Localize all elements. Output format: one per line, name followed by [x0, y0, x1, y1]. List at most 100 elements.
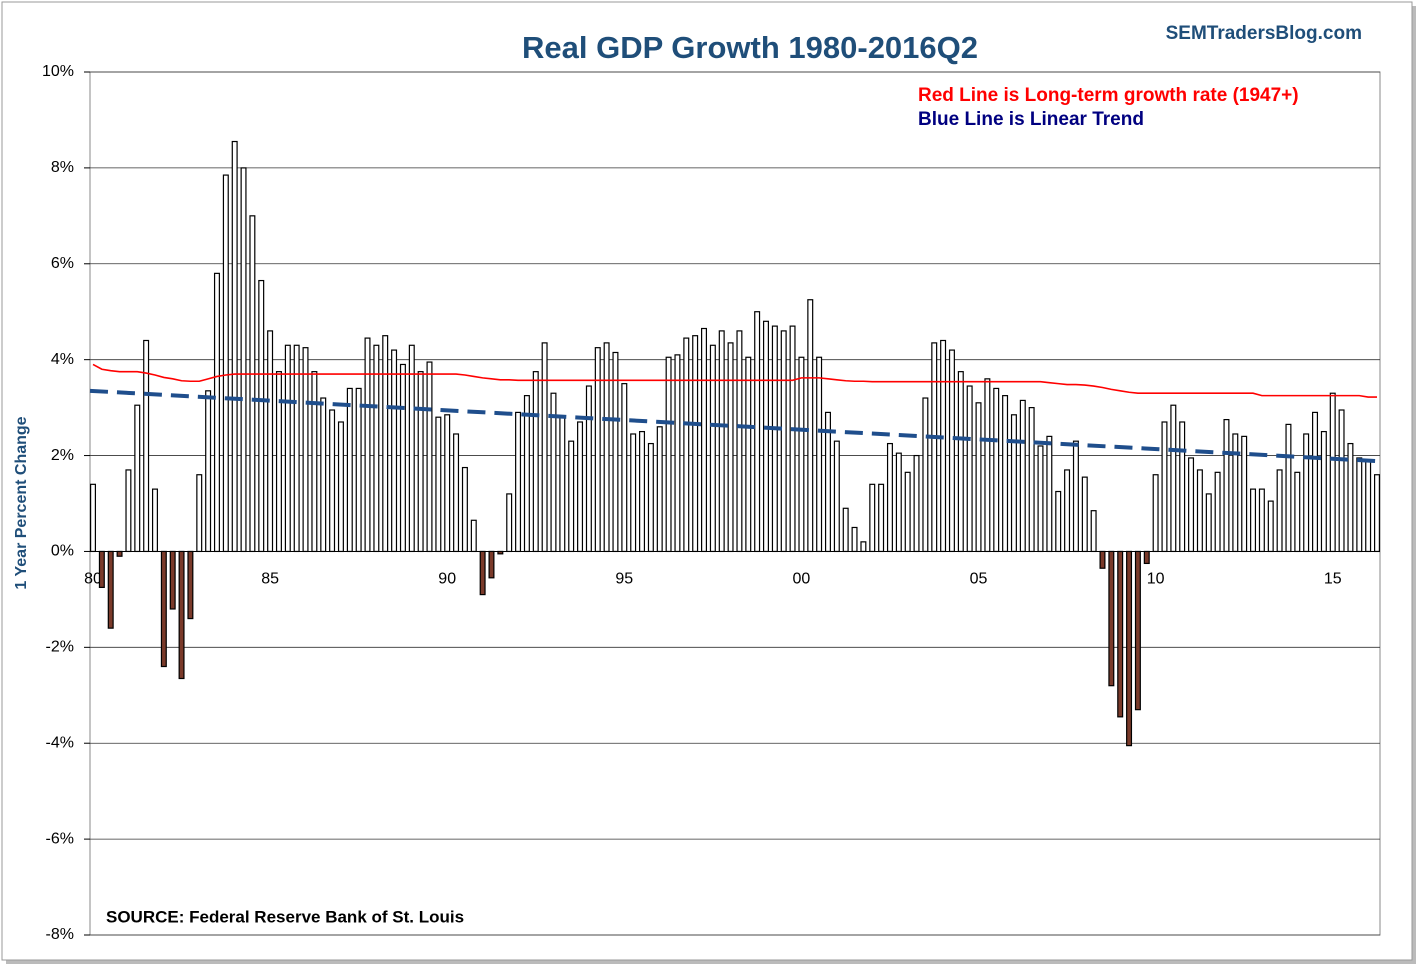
bar [98, 550, 105, 589]
bar [1126, 550, 1133, 747]
x-tick-label: 10 [1147, 571, 1165, 588]
bar [878, 483, 885, 553]
bar [1090, 510, 1097, 553]
bar [240, 167, 247, 553]
x-tick-label: 95 [615, 571, 633, 588]
bar [1108, 550, 1115, 687]
bar [1019, 399, 1026, 553]
bar [674, 354, 681, 553]
bar [329, 409, 336, 553]
bar [594, 347, 601, 553]
x-tick-label: 15 [1324, 571, 1342, 588]
bar [258, 279, 265, 553]
bar [231, 140, 238, 553]
bar [346, 387, 353, 553]
bar [1064, 469, 1071, 553]
bar [515, 411, 522, 553]
bar [1072, 440, 1079, 553]
x-tick-label: 85 [261, 571, 279, 588]
bar [621, 383, 628, 553]
bar [1152, 474, 1159, 553]
bar [249, 215, 256, 553]
bar [993, 387, 1000, 553]
bar [479, 550, 486, 596]
bar [692, 335, 699, 553]
bar [603, 342, 610, 553]
bar [178, 550, 185, 680]
bar [639, 430, 646, 553]
bar [506, 493, 513, 553]
bar [1143, 550, 1150, 565]
x-tick-label: 00 [793, 571, 811, 588]
bar [895, 452, 902, 553]
x-tick-label: 80 [84, 571, 102, 588]
bar [1329, 392, 1336, 553]
bar [373, 344, 380, 553]
bar [302, 347, 309, 553]
brand: SEMTradersBlog.com [1166, 23, 1362, 44]
bar [125, 469, 132, 553]
bar [1037, 445, 1044, 553]
y-tick-label: 10% [42, 63, 74, 80]
bar [948, 349, 955, 553]
bar [453, 433, 460, 553]
y-tick-label: 6% [51, 255, 74, 272]
bar [957, 371, 964, 553]
bar [337, 421, 344, 553]
bar [1205, 493, 1212, 553]
bar [1241, 435, 1248, 553]
bar [940, 339, 947, 553]
bar [435, 416, 442, 553]
bar [718, 330, 725, 553]
bar [1267, 500, 1274, 553]
long-term-line [92, 363, 1377, 398]
bar [647, 442, 654, 553]
bar [736, 330, 743, 553]
bar [1188, 457, 1195, 553]
bar [860, 541, 867, 553]
bar [532, 371, 539, 553]
y-tick-label: -2% [46, 639, 74, 656]
y-tick-label: 8% [51, 159, 74, 176]
bar [107, 550, 114, 629]
x-tick-label: 90 [438, 571, 456, 588]
bar [1196, 469, 1203, 553]
bar [824, 411, 831, 553]
y-tick-label: -4% [46, 734, 74, 751]
bar [559, 416, 566, 553]
bar [683, 337, 690, 553]
bar [1320, 430, 1327, 553]
bar [187, 550, 194, 620]
bar [1170, 404, 1177, 553]
bar [1347, 442, 1354, 553]
bar [275, 371, 282, 553]
bar [1055, 490, 1062, 553]
bar [1294, 471, 1301, 553]
bar [284, 344, 291, 553]
y-tick-label: -8% [46, 926, 74, 943]
bar [267, 330, 274, 553]
bar [771, 325, 778, 553]
bar [984, 378, 991, 553]
bar [762, 320, 769, 553]
bar [656, 426, 663, 553]
bar [1099, 550, 1106, 569]
bar [444, 414, 451, 553]
source-note: SOURCE: Federal Reserve Bank of St. Loui… [106, 907, 464, 926]
bar [869, 483, 876, 553]
bar [1276, 469, 1283, 553]
bar [833, 440, 840, 553]
bar [408, 344, 415, 553]
bar [382, 335, 389, 553]
bar [1258, 488, 1265, 553]
bar [727, 342, 734, 553]
bar [904, 471, 911, 553]
bar [922, 397, 929, 553]
bar [364, 337, 371, 553]
bar [541, 342, 548, 553]
bar [1081, 476, 1088, 553]
bar [311, 371, 318, 553]
bar [134, 404, 141, 553]
bar [89, 483, 96, 553]
bar [151, 488, 158, 553]
